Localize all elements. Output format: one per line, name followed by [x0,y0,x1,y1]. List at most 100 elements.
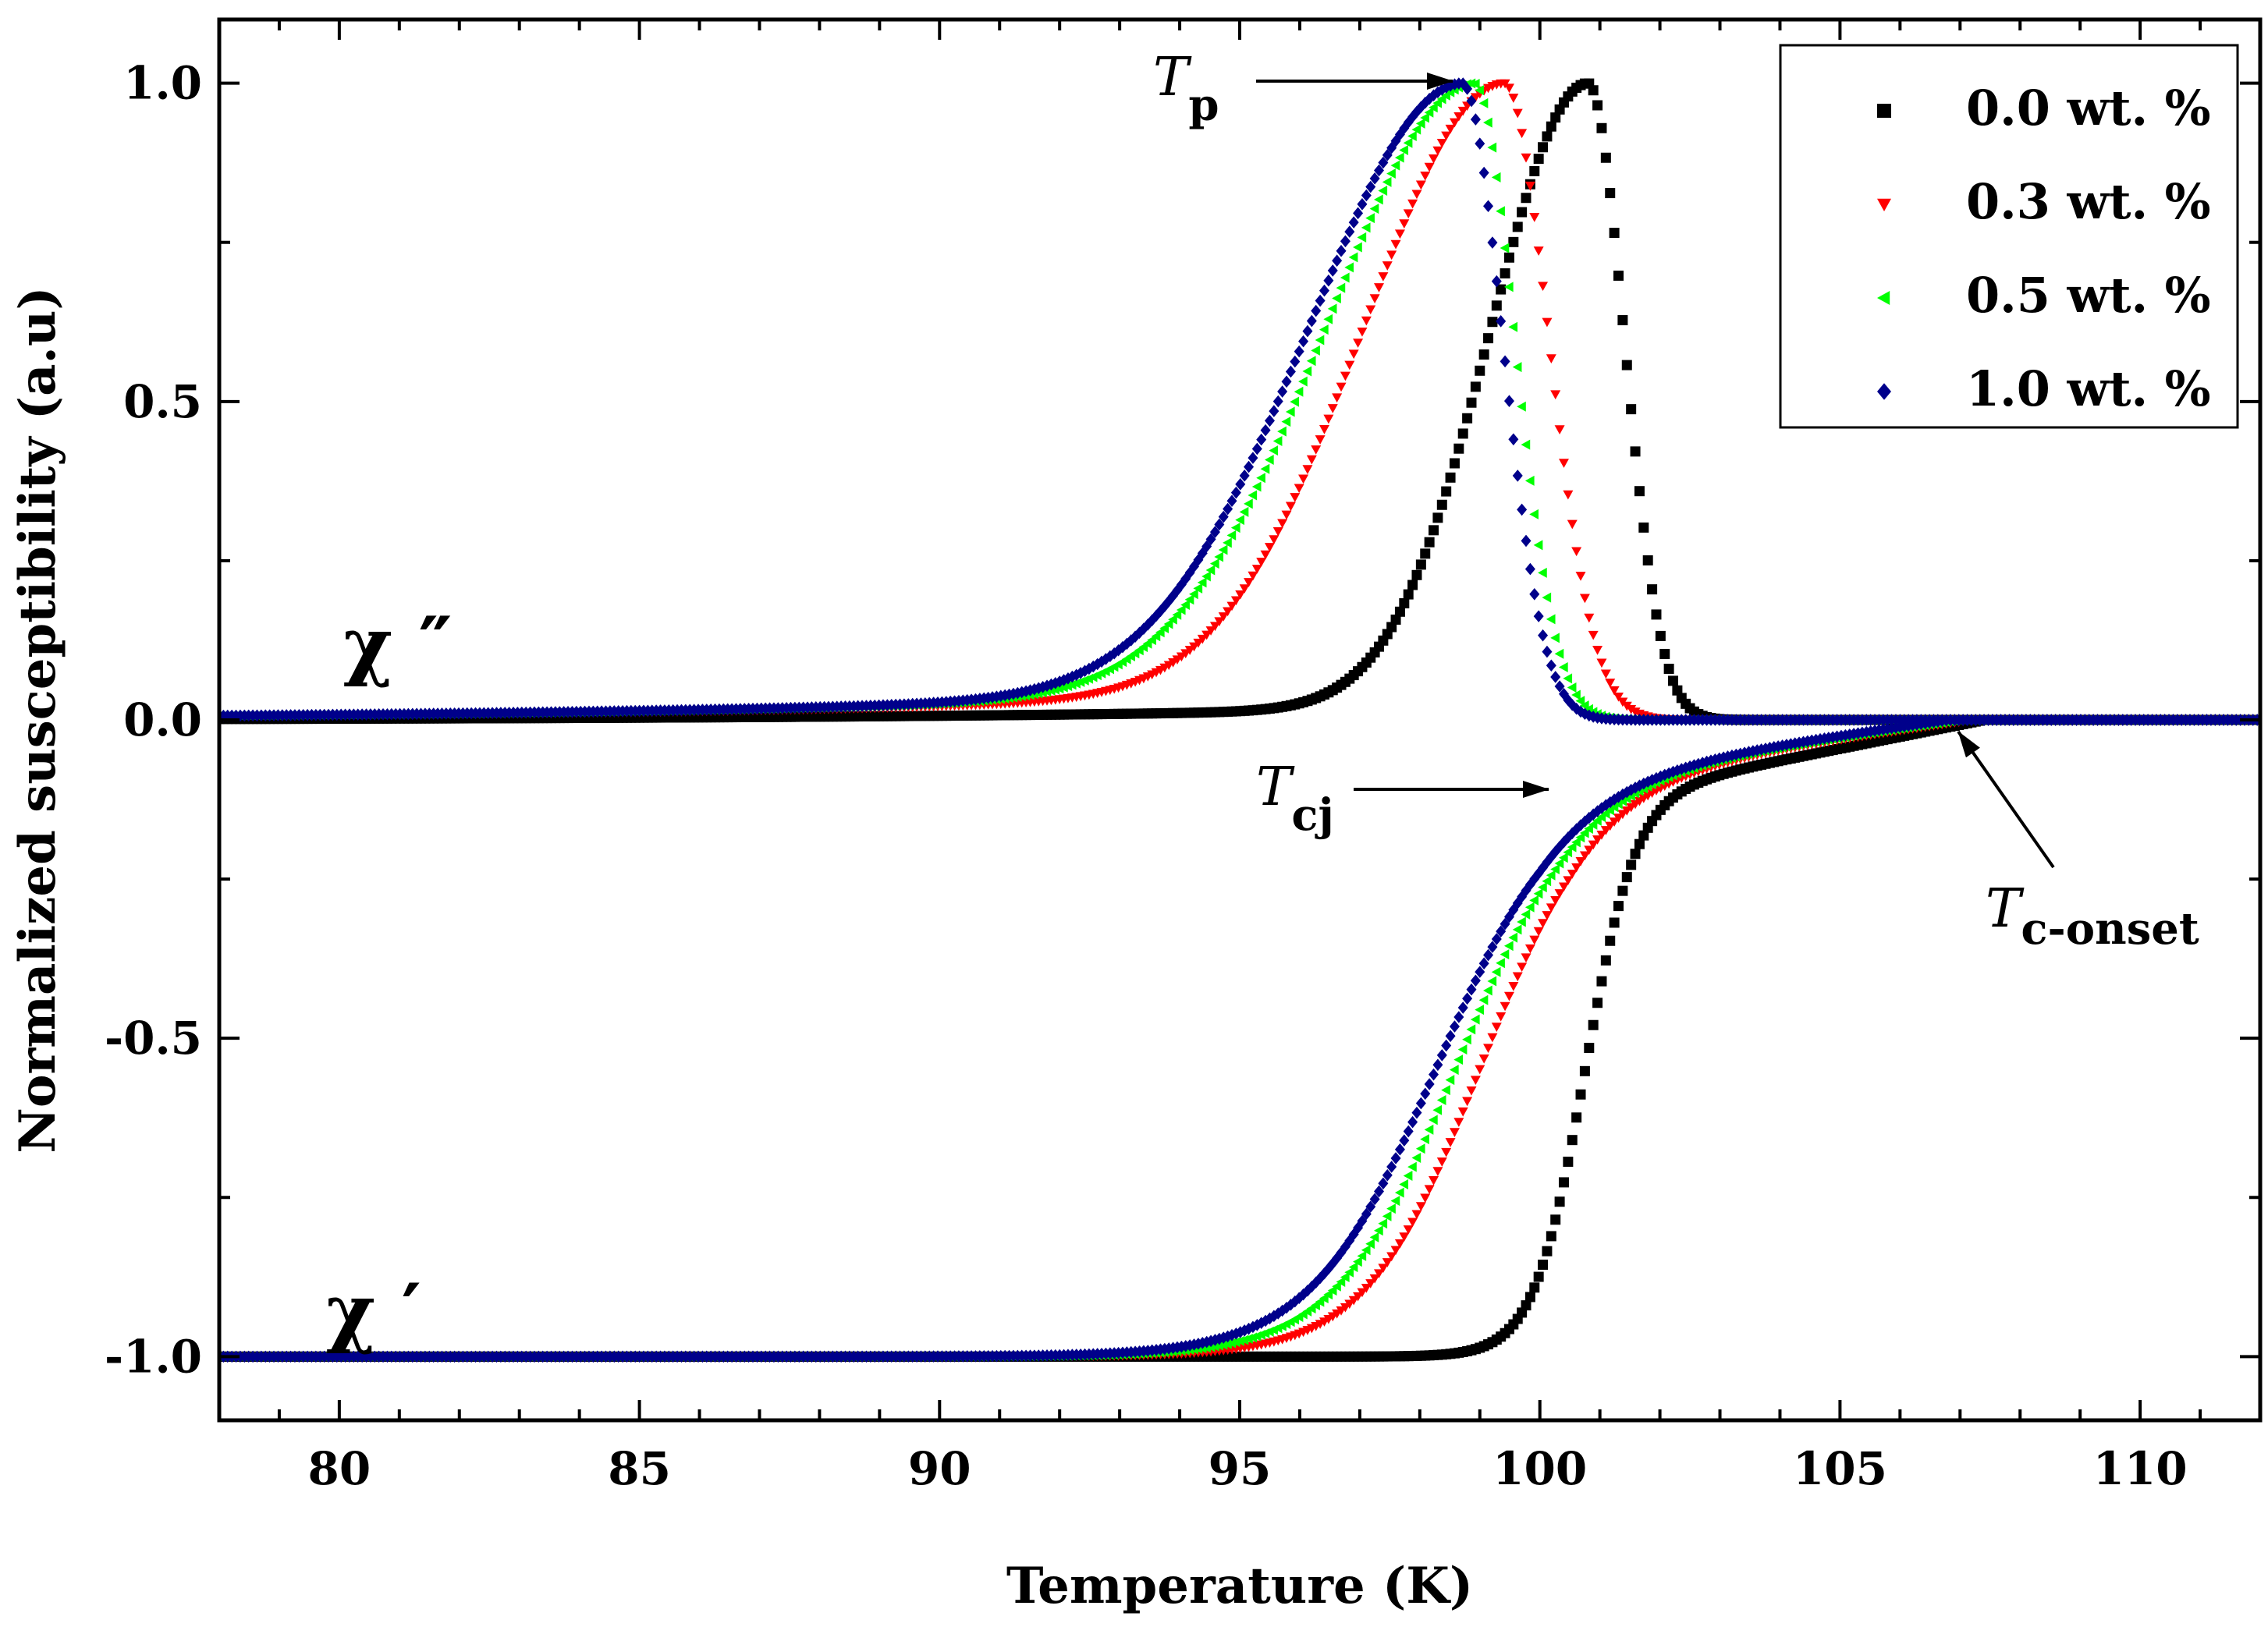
chi-double-prime-point [1374,194,1383,205]
chi-double-prime-point [1420,171,1431,181]
chi-double-prime-point [1415,180,1426,190]
legend-label: 1.0 wt. % [1966,360,2211,417]
legend-marker [1877,104,1891,118]
chi-prime-point [1508,932,1518,943]
chi-prime-point [1542,876,1552,887]
chi-prime-point [1503,941,1514,952]
chi-prime-point [1554,1196,1565,1207]
chi-prime-point [1546,870,1556,881]
chi-prime-point [1487,1033,1498,1043]
chi-double-prime-point [1613,270,1624,281]
chi-prime-point [1374,1185,1385,1198]
chi-double-prime-point [1294,345,1304,358]
chi-double-prime-point [1390,614,1401,625]
chi-double-prime-point [1306,356,1316,367]
chi-double-prime-point [1281,416,1291,427]
chi-prime-point [1550,864,1560,875]
chi-double-prime-point [1311,304,1322,317]
chi-prime-point [1517,962,1528,973]
chi-prime-point [1403,1170,1413,1181]
chi-double-prime-point [1290,355,1301,368]
chi-double-prime-point [1521,534,1532,548]
chi-double-prime-point [1189,589,1198,600]
chi-double-prime-point [1592,646,1603,655]
chi-double-prime-point [1348,216,1359,229]
chi-double-prime-point [1647,584,1658,595]
chi-double-prime-point [1294,484,1304,494]
chi-prime-point [1638,830,1649,841]
chi-double-prime-point [1420,112,1429,123]
chi-double-prime-point [1478,166,1489,179]
chi-double-prime-point [1205,565,1216,576]
chi-prime-point [1445,1075,1455,1086]
chi-double-prime-point [1621,360,1632,370]
chi-prime-point [1563,876,1574,886]
chi-double-prime-point [1193,638,1204,648]
chi-double-prime-point [1311,445,1322,455]
chi-double-prime-point [1487,142,1497,153]
chi-double-prime-point [1248,452,1258,464]
chi-double-prime-point [1630,446,1641,457]
chi-double-prime-point [1180,599,1190,610]
chi-prime-point [1512,972,1523,982]
chi-double-prime-point [1394,128,1405,141]
chi-double-prime-point [1424,162,1435,172]
chi-double-prime-point [1361,316,1372,326]
chi-prime-point [1453,1011,1464,1023]
chi-prime-point [1567,870,1578,879]
chi-prime-point [1554,858,1564,869]
chi-prime-point [1226,1338,1237,1349]
y-axis-title: Normalized susceptibility (a.u) [9,286,67,1153]
chi-prime-point [1415,1143,1425,1154]
chi-prime-point [1524,1292,1535,1303]
chi-double-prime-point [1529,165,1540,176]
chi-double-prime-point [1554,680,1565,693]
chi-prime-point [1336,1277,1346,1288]
chi-double-prime-point [1197,634,1208,644]
chi-prime-point [1563,847,1573,858]
chi-prime-point [1361,1245,1371,1256]
chi-prime-point [1579,1065,1590,1076]
chi-prime-point [1524,902,1535,913]
chi-double-prime-point [1205,533,1216,546]
chi-prime-point [1394,1143,1405,1156]
chi-prime-point [1571,863,1582,873]
chi-prime-point [1491,933,1502,945]
chi-double-prime-point [1436,138,1447,148]
chi-double-prime-point [1230,596,1241,606]
annotation-tc-onset: Tc-onset [1957,730,2199,955]
chi-double-prime-point [1244,578,1255,587]
chi-double-prime-point [1302,465,1313,474]
chi-double-prime-point [1374,283,1385,292]
chi-prime-point [1466,1086,1477,1096]
chi-double-prime-point [1357,327,1368,337]
chi-prime-point [1218,1339,1228,1350]
chi-double-prime-point [1394,152,1404,163]
chi-double-prime-point [1251,481,1262,492]
chi-double-prime-point [1302,366,1312,377]
chi-double-prime-point [1251,565,1262,574]
chi-double-prime-point [1079,665,1090,677]
chi-prime-point [1449,1020,1460,1033]
chi-prime-point [1424,1185,1435,1195]
chi-double-prime-point [1319,425,1329,434]
chi-double-prime-point [1503,252,1514,263]
y-tick-label: 0.5 [123,375,202,428]
chi-prime-point [1214,1340,1224,1351]
chi-double-prime-point [1521,439,1531,450]
chi-double-prime-point [1626,704,1637,714]
chi-double-prime-point [1429,525,1439,536]
chi-double-prime-point [1457,428,1468,439]
chi-prime-point [1575,857,1586,867]
chi-double-prime-point [1272,395,1283,408]
chi-double-prime-point [1311,345,1320,356]
chi-prime-point [1524,944,1535,954]
chi-double-prime-point [1319,324,1329,335]
chi-prime-point [1550,896,1561,906]
chi-prime-point [1462,1034,1471,1045]
chi-double-prime-point [1201,571,1211,582]
chi-prime-point [1546,903,1556,913]
chi-double-prime-point [1176,578,1187,591]
chi-prime-point [1542,911,1553,920]
chi-double-prime-point [1357,232,1367,243]
